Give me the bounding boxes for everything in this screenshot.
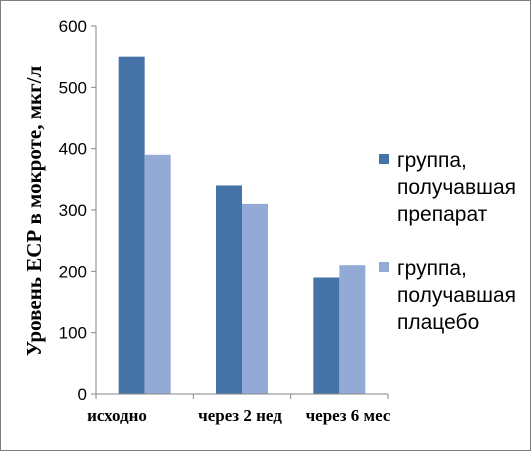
legend-swatch: [379, 154, 389, 164]
legend-label: получавшая: [397, 284, 516, 307]
y-axis: 0 100 200 300 400 500 600: [59, 17, 97, 404]
bar: [339, 265, 366, 394]
bar: [216, 185, 242, 394]
y-tick-label: 200: [59, 262, 87, 281]
bar: [242, 203, 268, 394]
legend-label: препарат: [397, 203, 488, 226]
y-tick-label: 400: [59, 140, 87, 159]
bar: [144, 154, 171, 394]
bar: [313, 277, 340, 394]
y-tick-label: 100: [59, 324, 87, 343]
y-tick-label: 500: [59, 78, 87, 97]
y-tick-label: 0: [78, 385, 87, 404]
x-tick-label: через 6 мес: [306, 406, 391, 425]
legend-label: плацебо: [397, 311, 479, 334]
legend-label: получавшая: [397, 176, 516, 199]
bars: [118, 56, 366, 395]
legend-swatch: [379, 262, 389, 272]
legend-label: группа,: [397, 149, 467, 172]
x-tick-label: исходно: [87, 406, 147, 425]
x-axis: исходно через 2 нед через 6 мес: [87, 393, 391, 425]
y-tick-label: 300: [59, 201, 87, 220]
y-tick-label: 600: [59, 17, 87, 36]
legend-label: группа,: [397, 257, 467, 280]
y-axis-label: Уровень ЕСР в мокроте, мкг/л: [22, 66, 46, 357]
x-tick-label: через 2 нед: [198, 406, 282, 425]
bar: [118, 56, 145, 395]
legend: группа, получавшая препарат группа, получавш…: [379, 149, 516, 334]
